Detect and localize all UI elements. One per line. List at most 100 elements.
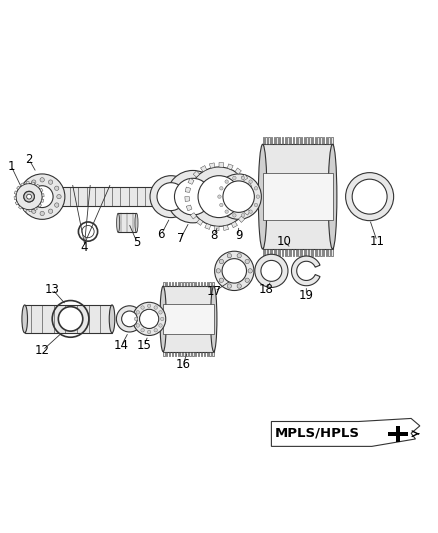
Circle shape (198, 176, 240, 217)
Circle shape (241, 214, 245, 217)
Circle shape (254, 203, 258, 207)
Bar (169, 282, 170, 286)
Polygon shape (193, 171, 200, 177)
Bar (263, 249, 264, 256)
Bar (301, 249, 302, 256)
Bar (323, 138, 324, 144)
Bar (326, 249, 327, 256)
Bar (320, 138, 321, 144)
Ellipse shape (258, 144, 267, 249)
Polygon shape (244, 209, 250, 215)
Circle shape (241, 176, 245, 180)
Polygon shape (21, 183, 24, 186)
Circle shape (249, 180, 252, 183)
Bar (274, 249, 275, 256)
Bar (331, 249, 332, 256)
Circle shape (225, 180, 228, 183)
Text: 12: 12 (35, 344, 50, 357)
Polygon shape (190, 213, 197, 219)
Circle shape (154, 328, 157, 332)
Text: 14: 14 (114, 340, 129, 352)
Bar (279, 138, 280, 144)
Ellipse shape (160, 286, 166, 352)
Bar (212, 282, 214, 286)
Text: 1: 1 (7, 159, 15, 173)
Circle shape (19, 174, 65, 220)
Text: MPLS/HPLS: MPLS/HPLS (275, 427, 360, 440)
Polygon shape (231, 222, 237, 228)
Circle shape (141, 306, 145, 309)
Circle shape (346, 173, 394, 221)
Polygon shape (14, 191, 17, 194)
Circle shape (233, 214, 236, 217)
Bar (169, 352, 170, 356)
Circle shape (32, 209, 36, 213)
Circle shape (24, 191, 34, 202)
Circle shape (189, 167, 249, 227)
Circle shape (159, 324, 162, 327)
Circle shape (166, 171, 219, 223)
Circle shape (219, 203, 223, 207)
Bar (274, 138, 275, 144)
Bar (166, 352, 167, 356)
Polygon shape (36, 184, 40, 188)
Bar (396, 426, 400, 441)
Bar (296, 138, 297, 144)
Circle shape (16, 183, 42, 210)
Circle shape (122, 311, 138, 327)
Text: 4: 4 (81, 241, 88, 254)
Bar (163, 352, 165, 356)
Bar (276, 249, 278, 256)
Bar (287, 138, 289, 144)
Polygon shape (272, 418, 420, 446)
Bar (296, 249, 297, 256)
Bar (312, 249, 313, 256)
Bar (163, 304, 214, 334)
Circle shape (150, 176, 192, 217)
Circle shape (225, 210, 228, 213)
Bar (184, 282, 185, 286)
Bar (180, 282, 182, 286)
Bar (201, 282, 202, 286)
Polygon shape (41, 199, 44, 203)
Polygon shape (39, 204, 42, 207)
Polygon shape (223, 225, 229, 230)
Circle shape (159, 311, 162, 314)
Polygon shape (248, 192, 253, 197)
Ellipse shape (22, 305, 28, 333)
Polygon shape (26, 182, 29, 184)
Circle shape (25, 186, 30, 190)
Polygon shape (291, 256, 320, 286)
Text: 17: 17 (207, 285, 222, 298)
Circle shape (136, 311, 140, 314)
Circle shape (219, 260, 223, 264)
Text: 16: 16 (176, 358, 191, 371)
Circle shape (215, 251, 254, 290)
Polygon shape (235, 168, 241, 174)
Polygon shape (241, 174, 248, 181)
Circle shape (160, 317, 164, 321)
Circle shape (245, 278, 249, 282)
Polygon shape (185, 187, 191, 192)
Bar (118, 213, 137, 232)
Bar (25, 305, 112, 333)
Polygon shape (227, 164, 233, 169)
Circle shape (148, 330, 151, 334)
Polygon shape (18, 206, 22, 209)
Bar (328, 138, 330, 144)
Bar (268, 249, 269, 256)
Circle shape (23, 195, 28, 199)
Bar (312, 138, 313, 144)
Text: 7: 7 (177, 232, 184, 245)
Bar (201, 352, 202, 356)
Bar (389, 432, 408, 436)
Bar (189, 352, 191, 356)
Ellipse shape (135, 213, 138, 232)
Circle shape (136, 324, 140, 327)
Circle shape (148, 304, 151, 308)
Circle shape (245, 260, 249, 264)
Circle shape (140, 309, 159, 328)
Text: 6: 6 (158, 228, 165, 241)
Bar (309, 138, 311, 144)
Bar (163, 282, 165, 286)
